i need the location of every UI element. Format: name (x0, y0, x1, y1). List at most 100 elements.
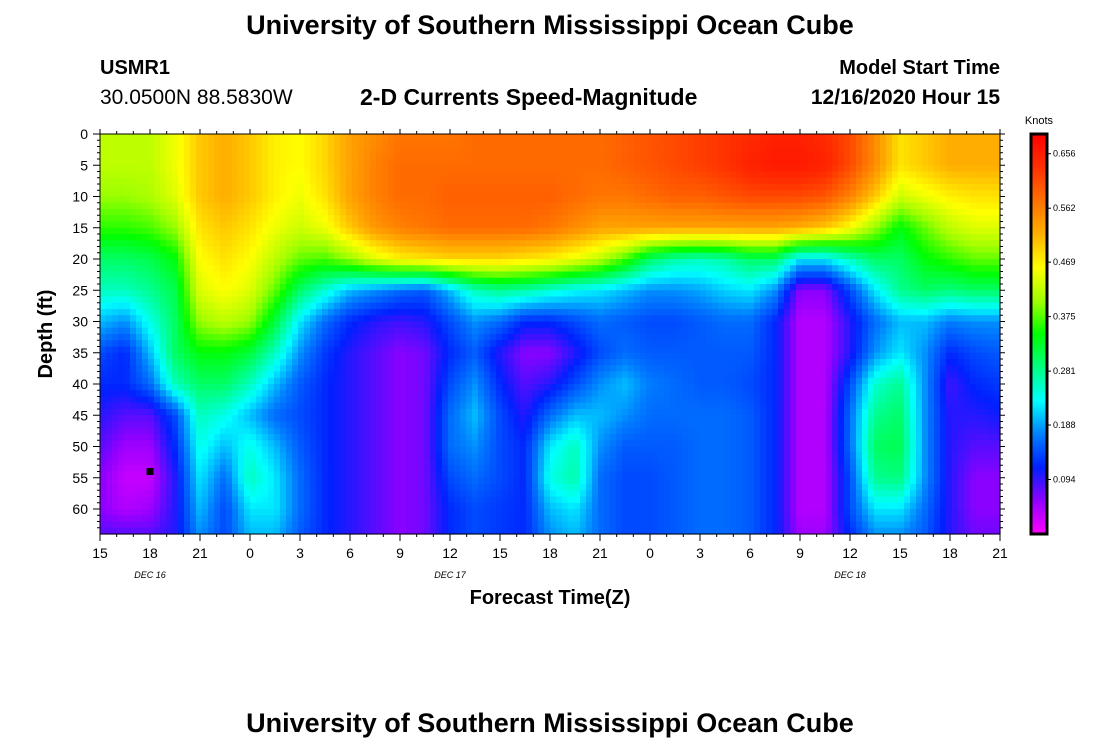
heatmap-cell (598, 259, 605, 266)
heatmap-cell (250, 252, 257, 260)
heatmap-cell (976, 309, 983, 316)
heatmap-cell (808, 190, 815, 198)
heatmap-cell (568, 152, 575, 160)
heatmap-cell (652, 227, 659, 235)
heatmap-cell (556, 284, 563, 291)
heatmap-cell (982, 265, 989, 273)
heatmap-cell (262, 134, 269, 141)
heatmap-cell (604, 221, 611, 229)
heatmap-cell (868, 271, 875, 279)
heatmap-cell (100, 159, 107, 166)
heatmap-cell (136, 221, 143, 229)
heatmap-cell (586, 209, 593, 216)
heatmap-cell (988, 202, 995, 210)
heatmap-cell (472, 302, 479, 310)
heatmap-cell (322, 296, 329, 304)
heatmap-cell (154, 240, 161, 248)
heatmap-cell (820, 271, 827, 279)
heatmap-cell (148, 152, 155, 160)
heatmap-cell (616, 227, 623, 235)
heatmap-cell (622, 265, 629, 273)
heatmap-cell (802, 140, 809, 148)
heatmap-cell (544, 302, 551, 310)
heatmap-cell (382, 284, 389, 291)
heatmap-cell (268, 252, 275, 260)
heatmap-cell (478, 296, 485, 304)
heatmap-cell (430, 215, 437, 223)
heatmap-cell (400, 215, 407, 223)
heatmap-cell (574, 165, 581, 173)
heatmap-cell (832, 252, 839, 260)
heatmap-cell (658, 184, 665, 191)
heatmap-cell (658, 190, 665, 198)
heatmap-cell (952, 202, 959, 210)
heatmap-cell (160, 284, 167, 291)
heatmap-cell (448, 159, 455, 166)
heatmap-cell (622, 140, 629, 148)
heatmap-cell (106, 290, 113, 298)
heatmap-cell (922, 152, 929, 160)
heatmap-cell (340, 309, 347, 316)
heatmap-cell (592, 234, 599, 241)
heatmap-cell (868, 240, 875, 248)
heatmap-cell (502, 334, 509, 341)
heatmap-cell (586, 202, 593, 210)
heatmap-cell (268, 134, 275, 141)
heatmap-cell (100, 302, 107, 310)
heatmap-cell (586, 171, 593, 179)
heatmap-cell (388, 227, 395, 235)
heatmap-cell (934, 265, 941, 273)
heatmap-cell (214, 290, 221, 298)
heatmap-cell (106, 234, 113, 241)
heatmap-cell (724, 152, 731, 160)
heatmap-cell (526, 184, 533, 191)
heatmap-cell (112, 296, 119, 304)
heatmap-cell (322, 315, 329, 323)
heatmap-cell (190, 159, 197, 166)
heatmap-cell (298, 271, 305, 279)
heatmap-cell (670, 302, 677, 310)
heatmap-cell (922, 227, 929, 235)
heatmap-cell (280, 284, 287, 291)
heatmap-cell (886, 227, 893, 235)
heatmap-cell (988, 321, 995, 329)
heatmap-cell (940, 234, 947, 241)
heatmap-cell (280, 309, 287, 316)
heatmap-cell (214, 265, 221, 273)
heatmap-cell (304, 196, 311, 204)
heatmap-cell (112, 184, 119, 191)
heatmap-cell (712, 277, 719, 285)
heatmap-cell (520, 159, 527, 166)
heatmap-cell (664, 202, 671, 210)
heatmap-cell (694, 327, 701, 335)
heatmap-cell (790, 165, 797, 173)
heatmap-cell (838, 196, 845, 204)
heatmap-cell (274, 271, 281, 279)
heatmap-cell (574, 227, 581, 235)
heatmap-cell (496, 165, 503, 173)
heatmap-cell (190, 221, 197, 229)
heatmap-cell (724, 196, 731, 204)
heatmap-cell (622, 327, 629, 335)
heatmap-cell (898, 284, 905, 291)
heatmap-cell (130, 271, 137, 279)
heatmap-cell (406, 277, 413, 285)
heatmap-cell (382, 171, 389, 179)
heatmap-cell (964, 334, 971, 341)
heatmap-cell (628, 227, 635, 235)
heatmap-cell (580, 165, 587, 173)
heatmap-cell (166, 334, 173, 341)
heatmap-cell (418, 221, 425, 229)
heatmap-cell (700, 196, 707, 204)
heatmap-cell (574, 296, 581, 304)
heatmap-cell (700, 284, 707, 291)
heatmap-cell (268, 334, 275, 341)
heatmap-cell (754, 296, 761, 304)
heatmap-cell (388, 290, 395, 298)
heatmap-cell (916, 277, 923, 285)
heatmap-cell (880, 284, 887, 291)
heatmap-cell (394, 259, 401, 266)
heatmap-cell (238, 140, 245, 148)
heatmap-cell (772, 252, 779, 260)
heatmap-cell (256, 215, 263, 223)
